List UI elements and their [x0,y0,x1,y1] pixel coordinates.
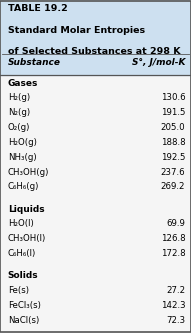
Text: 72.3: 72.3 [166,316,185,325]
Text: N₂(g): N₂(g) [8,108,30,117]
Text: 172.8: 172.8 [161,249,185,258]
Text: 205.0: 205.0 [161,123,185,132]
Text: C₆H₆(l): C₆H₆(l) [8,249,36,258]
Text: Substance: Substance [8,58,61,68]
Text: 269.2: 269.2 [161,182,185,191]
Text: Liquids: Liquids [8,204,44,213]
Text: NaCl(s): NaCl(s) [8,316,39,325]
Text: of Selected Substances at 298 K: of Selected Substances at 298 K [8,47,180,56]
Text: Solids: Solids [8,271,38,280]
Text: Fe(s): Fe(s) [8,286,29,295]
Bar [0,0,191,75]
Text: TABLE 19.2: TABLE 19.2 [8,4,67,13]
Text: Standard Molar Entropies: Standard Molar Entropies [8,26,145,35]
Text: 69.9: 69.9 [166,219,185,228]
Text: 27.2: 27.2 [166,286,185,295]
Text: NH₃(g): NH₃(g) [8,153,36,162]
Text: 126.8: 126.8 [161,234,185,243]
Text: H₂O(g): H₂O(g) [8,138,36,147]
Text: S°, J/mol-K: S°, J/mol-K [132,58,185,68]
Text: Gases: Gases [8,79,38,88]
Text: 237.6: 237.6 [161,167,185,176]
Text: C₆H₆(g): C₆H₆(g) [8,182,39,191]
Text: 142.3: 142.3 [161,301,185,310]
Text: CH₃OH(g): CH₃OH(g) [8,167,49,176]
Text: 192.5: 192.5 [161,153,185,162]
Text: 130.6: 130.6 [161,93,185,103]
Text: H₂(g): H₂(g) [8,93,30,103]
Text: H₂O(l): H₂O(l) [8,219,33,228]
Text: CH₃OH(l): CH₃OH(l) [8,234,46,243]
Text: O₂(g): O₂(g) [8,123,30,132]
Text: 188.8: 188.8 [161,138,185,147]
Text: FeCl₃(s): FeCl₃(s) [8,301,40,310]
Text: 191.5: 191.5 [161,108,185,117]
